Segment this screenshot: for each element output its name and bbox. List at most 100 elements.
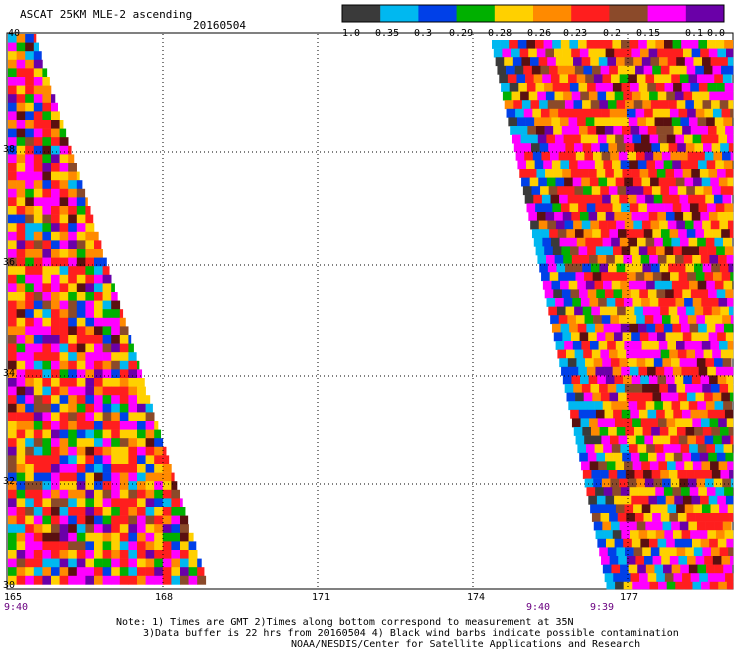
swath-cell [68,197,78,207]
swath-cell [712,186,721,196]
colorbar-border [341,4,725,23]
swath-cell [730,478,734,488]
swath-cell [697,401,707,411]
swath-cell [550,315,560,325]
swath-cell [25,421,35,430]
swath-cell [574,186,584,196]
swath-cell [540,108,550,118]
swath-cell [638,409,648,419]
swath-cell [644,272,654,282]
swath-cell [689,444,699,454]
swath-cell [68,455,78,465]
swath-cell [68,489,78,499]
swath-cell [641,220,651,230]
swath-cell [629,530,639,540]
swath-cell [59,266,69,276]
swath-cell [76,464,86,473]
swath-cell [652,272,662,282]
swath-cell [562,48,572,58]
swath-cell [666,134,676,144]
swath-cell [719,547,729,557]
swath-cell [601,151,611,161]
swath-cell [570,409,580,419]
swath-cell [620,323,630,333]
swath-cell [632,298,642,307]
swath-cell [85,455,95,465]
swath-cell [540,229,550,239]
swath-cell [654,74,663,84]
swath-cell [68,274,78,284]
swath-cell [539,263,549,273]
swath-cell [723,117,733,127]
swath-cell [729,392,734,402]
swath-cell [119,472,129,482]
swath-cell [16,300,26,310]
swath-cell [614,495,624,505]
swath-cell [592,435,602,445]
lat-label-30: 30 [3,580,16,591]
swath-cell [119,403,129,413]
swath-cell [8,317,17,327]
swath-cell [42,464,52,473]
swath-cell [8,283,17,293]
swath-cell [76,421,86,430]
swath-cell [631,212,641,221]
swath-cell [689,203,699,213]
swath-cell [705,358,715,368]
swath-cell [16,51,26,61]
swath-cell [681,40,691,49]
swath-cell [25,240,35,250]
swath-cell [697,237,707,247]
swath-cell [605,495,615,505]
swath-cell [632,341,642,350]
swath-cell [51,257,60,267]
swath-cell [586,160,596,170]
swath-cell [625,547,634,557]
swath-cell [33,438,43,448]
swath-cell [528,48,538,58]
swath-cell [42,489,52,499]
swath-cell [693,341,703,350]
swath-cell [16,343,26,353]
swath-cell [655,487,665,497]
swath-cell [585,280,595,290]
swath-cell [617,306,627,316]
swath-cell [698,40,708,49]
swath-cell [725,452,734,462]
swath-cell [636,478,646,488]
swath-cell [648,169,658,178]
swath-cell [705,521,715,531]
swath-cell [688,237,698,247]
swath-cell [608,263,617,273]
swath-cell [607,100,617,110]
swath-cell [119,550,129,559]
swath-cell [661,315,671,325]
swath-cell [76,300,86,310]
swath-cell [25,438,35,448]
swath-cell [535,40,544,49]
swath-cell [51,94,56,104]
swath-cell [587,126,597,135]
swath-cell [8,352,17,362]
swath-cell [651,470,661,479]
swath-cell [119,360,129,370]
swath-cell [520,91,530,101]
swath-cell [571,91,581,101]
swath-cell [638,40,648,49]
swath-cell [154,438,164,448]
swath-cell [643,513,653,522]
swath-cell [684,298,694,307]
swath-cell [719,504,729,514]
swath-cell [111,369,121,379]
swath-cell [695,435,705,445]
swath-cell [588,212,598,221]
swath-cell [8,438,17,448]
swath-cell [59,317,69,327]
swath-cell [687,315,697,325]
swath-cell [634,143,644,153]
swath-cell [42,111,52,121]
swath-cell [569,323,579,333]
swath-cell [188,541,197,551]
swath-cell [68,292,78,301]
swath-cell [656,126,666,135]
